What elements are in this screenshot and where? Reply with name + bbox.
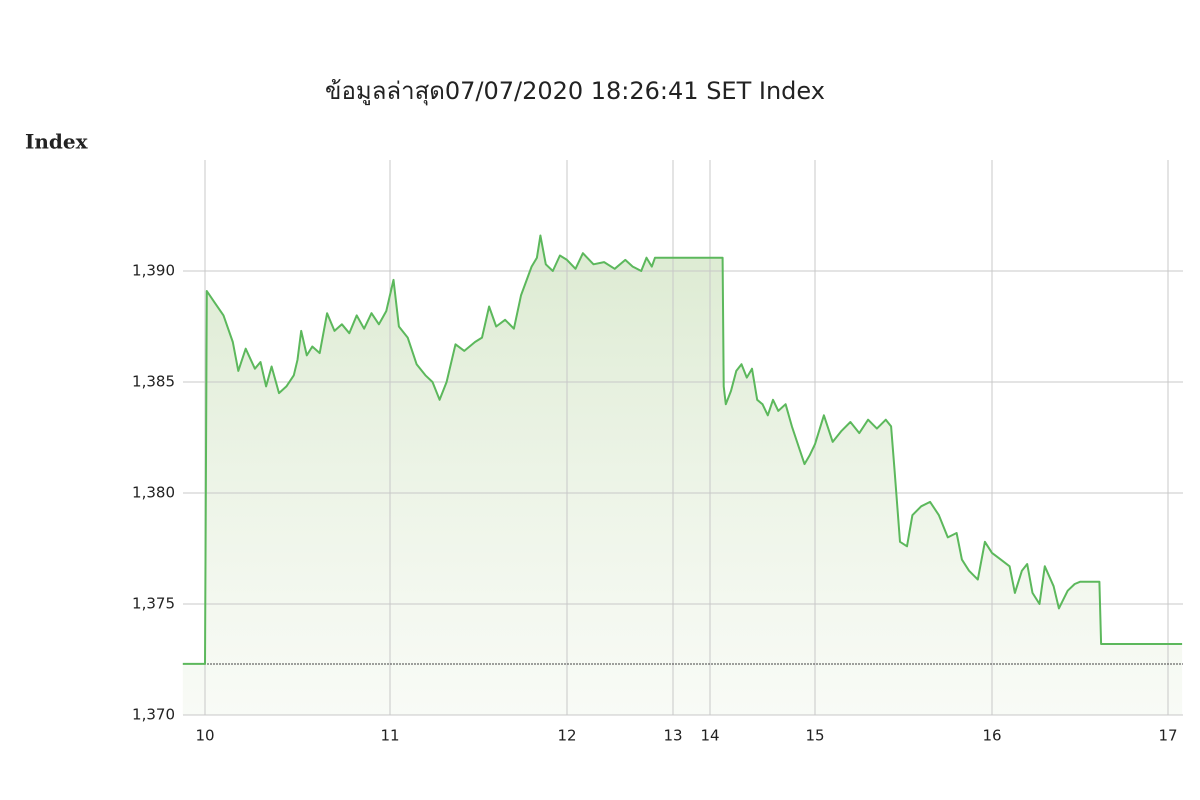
y-tick-label: 1,390: [132, 262, 175, 280]
y-tick-label: 1,375: [132, 595, 175, 613]
chart-title: ข้อมูลล่าสุด07/07/2020 18:26:41 SET Inde…: [325, 77, 825, 106]
y-axis-label: Index: [25, 130, 89, 154]
x-tick-label: 16: [982, 727, 1001, 745]
y-tick-label: 1,370: [132, 706, 175, 724]
x-tick-label: 15: [805, 727, 824, 745]
index-line: [182, 234, 1183, 665]
y-tick-label: 1,380: [132, 484, 175, 502]
x-tick-label: 13: [663, 727, 682, 745]
x-tick-label: 12: [557, 727, 576, 745]
y-tick-label: 1,385: [132, 373, 175, 391]
x-tick-label: 17: [1158, 727, 1177, 745]
x-tick-label: 11: [380, 727, 399, 745]
x-tick-label: 10: [195, 727, 214, 745]
area-fill: [182, 235, 1183, 715]
x-tick-label: 14: [700, 727, 719, 745]
